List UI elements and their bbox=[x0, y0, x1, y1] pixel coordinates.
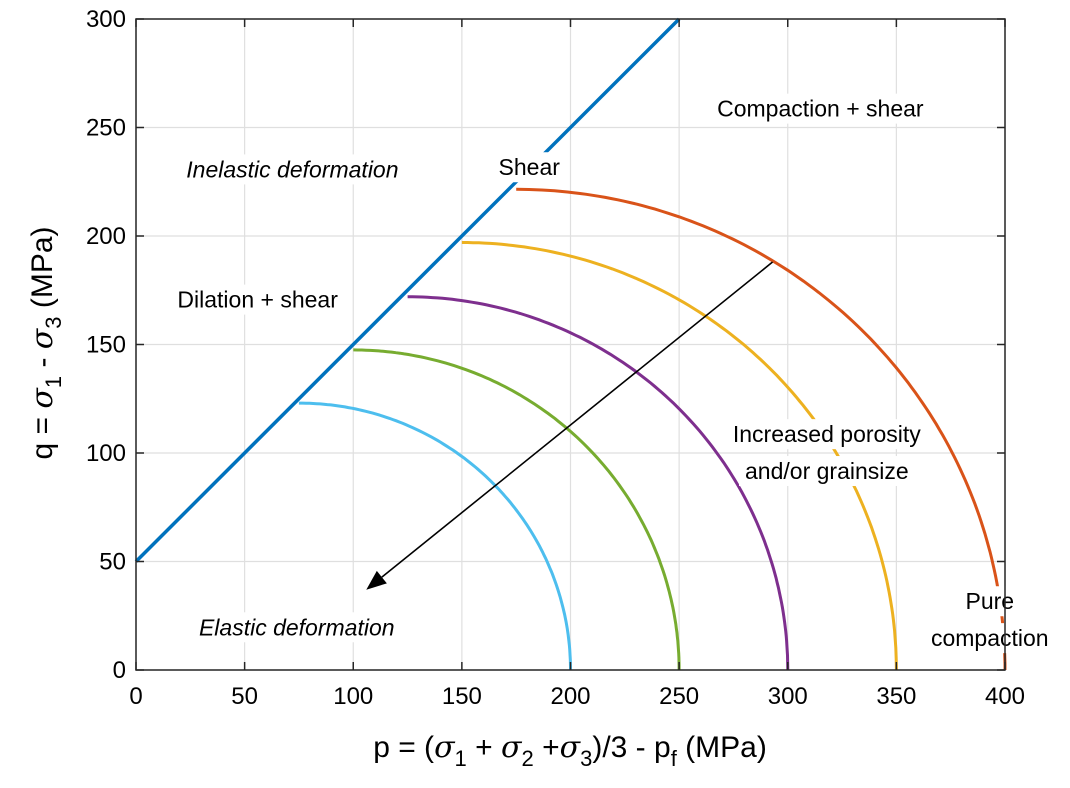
annotation-pure-compaction-line2: compaction bbox=[931, 625, 1049, 651]
y-axis-label: q = σ1 - σ3 (MPa) bbox=[25, 226, 66, 459]
x-tick-label: 100 bbox=[333, 683, 373, 710]
y-tick-label: 100 bbox=[86, 440, 126, 467]
annotation-pure-compaction-line1: Pure bbox=[965, 588, 1014, 614]
axis-ticks: 0 50 100 150 200 250 300 350 400 0 50 100 150 200 250 3… bbox=[86, 6, 1025, 710]
trend-arrow bbox=[366, 261, 774, 590]
y-label-sigma3: σ bbox=[25, 327, 60, 349]
x-tick-label: 50 bbox=[231, 683, 258, 710]
annotation-dilation-shear: Dilation + shear bbox=[177, 287, 338, 313]
annotation-labels: Inelastic deformation Shear Compaction +… bbox=[171, 93, 1055, 654]
label-background bbox=[739, 456, 915, 487]
x-tick-label: 0 bbox=[129, 683, 142, 710]
annotation-elastic-deformation: Elastic deformation bbox=[199, 614, 395, 640]
label-background bbox=[192, 612, 401, 643]
yield-curves bbox=[298, 187, 1007, 671]
arrow-head bbox=[366, 570, 387, 590]
label-background bbox=[180, 154, 405, 185]
label-background bbox=[711, 93, 930, 124]
x-label-mid: )/3 - p bbox=[592, 731, 670, 764]
label-background bbox=[959, 586, 1021, 617]
x-label-sigma2-sub: 2 bbox=[521, 746, 533, 771]
y-tick-label: 150 bbox=[86, 332, 126, 359]
arrow-shaft bbox=[381, 261, 774, 578]
yield-curve-1 bbox=[298, 401, 572, 670]
annotation-compaction-shear: Compaction + shear bbox=[717, 96, 924, 122]
x-tick-label: 150 bbox=[442, 683, 482, 710]
y-tick-label: 300 bbox=[86, 6, 126, 33]
y-label-prefix: q = bbox=[26, 409, 59, 460]
x-axis-label: p = (σ1 + σ2 +σ3)/3 - pf (MPa) bbox=[373, 730, 767, 771]
x-tick-label: 400 bbox=[985, 683, 1025, 710]
yield-curve-5 bbox=[516, 187, 1007, 670]
label-background bbox=[492, 152, 567, 183]
x-label-unit: (MPa) bbox=[677, 731, 767, 764]
label-background bbox=[171, 284, 345, 315]
yield-curve-4 bbox=[461, 241, 898, 671]
x-label-sigma3: σ bbox=[560, 730, 582, 765]
annotation-increased-porosity-line1: Increased porosity bbox=[733, 421, 921, 447]
label-background bbox=[924, 623, 1055, 654]
x-tick-label: 250 bbox=[659, 683, 699, 710]
x-label-plus1: + bbox=[467, 731, 501, 764]
yield-curve-2 bbox=[353, 348, 681, 670]
y-label-sigma1-sub: 1 bbox=[41, 376, 66, 388]
x-label-pf-sub: f bbox=[671, 746, 678, 771]
y-label-unit: (MPa) bbox=[26, 226, 59, 316]
y-tick-label: 200 bbox=[86, 223, 126, 250]
annotation-inelastic-deformation: Inelastic deformation bbox=[186, 156, 398, 182]
label-background bbox=[726, 419, 928, 450]
x-label-sigma1: σ bbox=[434, 730, 456, 765]
y-label-sigma1: σ bbox=[25, 387, 60, 409]
y-tick-label: 250 bbox=[86, 115, 126, 142]
annotation-increased-porosity-line2: and/or grainsize bbox=[745, 458, 909, 484]
x-label-plus2: + bbox=[534, 731, 560, 764]
y-label-sigma3-sub: 3 bbox=[41, 316, 66, 328]
shear-envelope bbox=[134, 17, 681, 563]
y-label-minus: - bbox=[26, 349, 59, 376]
x-label-sigma2: σ bbox=[501, 730, 523, 765]
x-tick-label: 300 bbox=[768, 683, 808, 710]
y-tick-label: 50 bbox=[99, 549, 126, 576]
x-tick-label: 200 bbox=[550, 683, 590, 710]
x-label-sigma1-sub: 1 bbox=[455, 746, 467, 771]
shear-envelope-line bbox=[134, 17, 681, 563]
annotation-shear: Shear bbox=[499, 154, 561, 180]
y-tick-label: 0 bbox=[113, 657, 126, 684]
x-label-prefix: p = ( bbox=[373, 731, 434, 764]
x-label-sigma3-sub: 3 bbox=[580, 746, 592, 771]
yield-curve-3 bbox=[407, 295, 790, 671]
x-tick-label: 350 bbox=[876, 683, 916, 710]
